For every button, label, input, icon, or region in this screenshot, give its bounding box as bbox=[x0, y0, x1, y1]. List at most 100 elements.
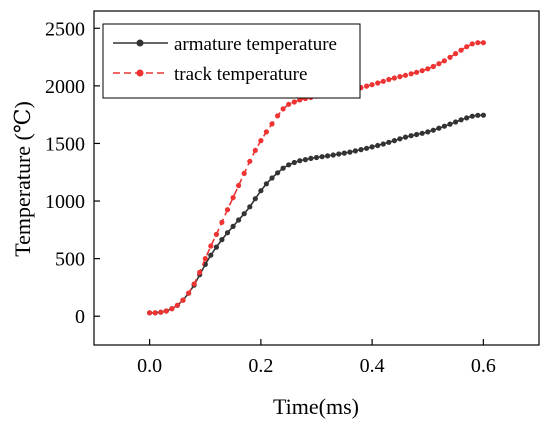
data-point bbox=[397, 74, 403, 80]
data-point bbox=[258, 188, 264, 194]
y-tick-label: 500 bbox=[55, 249, 85, 271]
data-point bbox=[469, 113, 475, 119]
legend-marker-armature bbox=[136, 39, 144, 47]
data-point bbox=[358, 147, 364, 153]
data-point bbox=[286, 162, 292, 168]
data-point bbox=[375, 80, 381, 86]
data-point bbox=[252, 147, 258, 153]
data-point bbox=[330, 152, 336, 158]
data-point bbox=[430, 63, 436, 70]
data-point bbox=[419, 68, 425, 74]
data-point bbox=[275, 113, 281, 119]
data-point bbox=[380, 78, 386, 84]
plot-frame bbox=[93, 10, 540, 346]
data-point bbox=[380, 141, 386, 147]
data-point bbox=[219, 237, 225, 243]
data-point bbox=[453, 119, 459, 125]
data-point bbox=[308, 155, 314, 161]
data-point bbox=[263, 129, 269, 135]
data-point bbox=[213, 231, 219, 237]
data-point bbox=[386, 139, 392, 145]
data-point bbox=[163, 308, 169, 314]
data-point bbox=[369, 82, 375, 88]
legend: armature temperature track temperature bbox=[102, 23, 361, 99]
data-point bbox=[397, 136, 403, 142]
data-point bbox=[475, 40, 481, 46]
y-tick-label: 2000 bbox=[45, 76, 85, 98]
data-point bbox=[269, 175, 275, 181]
y-tick-label: 1500 bbox=[45, 133, 85, 155]
data-point bbox=[341, 150, 347, 156]
data-point bbox=[275, 170, 281, 176]
x-axis-label: Time(ms) bbox=[273, 394, 359, 419]
x-tick-label: 0.0 bbox=[137, 355, 162, 377]
data-point bbox=[297, 158, 303, 164]
data-point bbox=[480, 112, 486, 118]
data-point bbox=[291, 159, 297, 166]
data-point bbox=[391, 75, 397, 81]
data-point bbox=[263, 181, 269, 187]
data-point bbox=[313, 154, 320, 161]
data-point bbox=[169, 306, 175, 312]
legend-marker-track bbox=[136, 69, 144, 77]
data-point bbox=[464, 115, 470, 121]
data-point bbox=[369, 144, 375, 150]
data-point bbox=[241, 211, 247, 217]
series-line bbox=[149, 114, 484, 314]
x-tick-labels: 0.0 0.2 0.4 0.6 bbox=[137, 355, 496, 377]
data-point bbox=[280, 165, 286, 171]
x-tick-label: 0.6 bbox=[471, 355, 496, 377]
data-point bbox=[191, 281, 197, 287]
legend-label-track: track temperature bbox=[174, 64, 307, 85]
data-point bbox=[458, 117, 464, 123]
y-tick-label: 1000 bbox=[45, 191, 85, 213]
data-point bbox=[441, 123, 447, 129]
data-point bbox=[197, 269, 203, 275]
y-tick-label: 0 bbox=[75, 306, 85, 328]
data-point bbox=[158, 309, 164, 315]
data-point bbox=[447, 54, 453, 60]
data-point bbox=[252, 196, 258, 202]
data-point bbox=[297, 97, 303, 103]
data-point bbox=[352, 148, 358, 154]
data-point bbox=[402, 72, 409, 78]
data-point bbox=[441, 58, 447, 64]
data-point bbox=[286, 101, 292, 107]
data-point bbox=[180, 297, 186, 303]
data-point bbox=[224, 230, 231, 236]
y-tick-labels: 0 500 1000 1500 2000 2500 bbox=[45, 18, 85, 328]
data-point bbox=[364, 83, 370, 89]
data-point bbox=[430, 127, 436, 133]
data-point bbox=[336, 151, 342, 157]
data-point bbox=[480, 40, 486, 46]
data-point bbox=[236, 217, 242, 223]
data-point bbox=[280, 106, 286, 112]
data-point bbox=[408, 133, 414, 139]
x-tick-label: 0.2 bbox=[248, 355, 273, 377]
data-point bbox=[258, 138, 264, 144]
data-point bbox=[419, 130, 425, 136]
data-point bbox=[208, 252, 214, 258]
data-point bbox=[236, 182, 242, 189]
data-point bbox=[458, 47, 464, 53]
data-point bbox=[425, 66, 431, 72]
data-point bbox=[202, 256, 208, 262]
data-point bbox=[469, 41, 475, 47]
data-point bbox=[386, 76, 392, 83]
data-point bbox=[414, 131, 420, 138]
legend-label-armature: armature temperature bbox=[174, 34, 337, 55]
data-point bbox=[230, 195, 236, 201]
data-point bbox=[291, 99, 297, 105]
data-point bbox=[402, 134, 409, 140]
data-point bbox=[464, 44, 470, 50]
y-axis-label: Temperature (℃) bbox=[10, 101, 35, 257]
data-point bbox=[325, 153, 331, 159]
data-point bbox=[224, 207, 231, 213]
data-point bbox=[147, 310, 153, 316]
data-point bbox=[152, 310, 158, 316]
data-point bbox=[408, 71, 414, 77]
data-point bbox=[391, 138, 397, 144]
y-tick-label: 2500 bbox=[45, 18, 85, 40]
data-point bbox=[241, 170, 247, 176]
